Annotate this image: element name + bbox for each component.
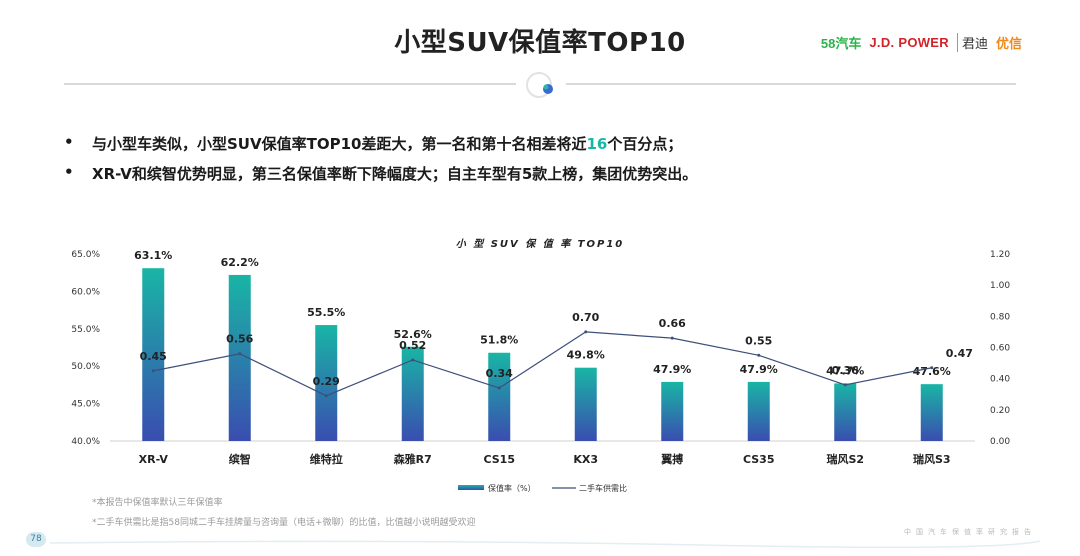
x-tick-label: 瑞风S3: [913, 452, 951, 466]
logo-58-icon: 58汽车: [820, 36, 862, 51]
y-right-tick-label: 0.40: [990, 375, 1010, 385]
bar: [401, 346, 424, 441]
bar: [142, 268, 165, 441]
divider-right: [566, 83, 1016, 85]
line-point: [670, 336, 674, 340]
line-data-label: 0.45: [140, 350, 167, 363]
x-tick-label: 维特拉: [310, 452, 343, 466]
divider-ornament-icon: [526, 72, 553, 98]
footnote-2: *二手车供需比是指58同城二手车挂牌量与咨询量（电话+微聊）的比值，比值越小说明…: [92, 518, 476, 528]
x-tick-label: 森雅R7: [394, 452, 432, 466]
logo-jdpower-cn: 君迪: [956, 33, 988, 52]
bar: [488, 352, 511, 441]
x-tick-label: CS35: [743, 453, 775, 466]
report-name: 中国汽车保值率研究报告: [904, 528, 1036, 536]
logo-youxin-icon: 优信: [995, 36, 1022, 51]
bottom-wave-icon: [49, 540, 1041, 548]
bar-data-label: 63.1%: [134, 249, 172, 262]
x-tick-label: 翼搏: [660, 452, 683, 466]
x-tick-label: CS15: [483, 453, 515, 466]
line-point: [497, 386, 501, 390]
line-point: [584, 330, 588, 334]
y-left-tick-label: 55.0%: [71, 325, 100, 335]
y-left-tick-label: 45.0%: [71, 400, 100, 410]
bar-data-label: 55.5%: [307, 306, 345, 319]
bullet-list: • 与小型车类似，小型SUV保值率TOP10差距大，第一名和第十名相差将近16个…: [64, 133, 697, 193]
y-right-tick-label: 0.80: [990, 312, 1010, 322]
y-left-tick-label: 50.0%: [71, 362, 100, 372]
bar: [920, 384, 943, 441]
bar: [574, 367, 597, 441]
bar-data-label: 47.6%: [913, 365, 951, 378]
bullet-item: • 与小型车类似，小型SUV保值率TOP10差距大，第一名和第十名相差将近16个…: [64, 133, 683, 153]
line-point: [843, 383, 847, 387]
bullet-text: 与小型车类似，小型SUV保值率TOP10差距大，第一名和第十名相差将近16个百分…: [92, 135, 683, 153]
bar: [661, 381, 684, 441]
legend-label-line: 二手车供需比: [579, 483, 627, 493]
page-title: 小型SUV保值率TOP10: [394, 28, 686, 58]
bar-data-label: 52.6%: [394, 328, 432, 341]
y-right-tick-label: 0.20: [990, 406, 1010, 416]
bar-data-label: 47.9%: [653, 363, 691, 376]
line-data-label: 0.47: [946, 347, 973, 360]
bullet-text: XR-V和缤智优势明显，第三名保值率断下降幅度大；自主车型有5款上榜，集团优势突…: [92, 165, 698, 183]
x-tick-label: 缤智: [229, 452, 251, 466]
x-tick-label: KX3: [573, 453, 598, 466]
bar-data-label: 47.7%: [826, 364, 864, 377]
line-point: [151, 369, 155, 373]
chart-title: 小 型 SUV 保 值 率 TOP10: [455, 239, 625, 250]
line-data-label: 0.66: [659, 317, 686, 330]
y-right-tick-label: 0.00: [990, 437, 1010, 447]
line-data-label: 0.70: [572, 311, 599, 324]
bar: [834, 383, 857, 441]
divider-left: [64, 83, 516, 85]
bullet-item: • XR-V和缤智优势明显，第三名保值率断下降幅度大；自主车型有5款上榜，集团优…: [64, 163, 698, 183]
y-right-tick-label: 1.20: [990, 250, 1010, 260]
bar: [228, 274, 251, 441]
bar-data-label: 62.2%: [221, 256, 259, 269]
line-point: [411, 358, 415, 362]
legend-swatch-bar: [458, 485, 484, 490]
line-data-label: 0.29: [313, 375, 340, 388]
partner-logos: 58汽车 J.D. POWER 君迪 优信: [821, 33, 1022, 52]
page-number: 78: [26, 532, 46, 547]
bar-data-label: 47.9%: [740, 363, 778, 376]
line-point: [757, 353, 761, 357]
line-point: [930, 366, 934, 370]
highlight-number: 16: [586, 135, 608, 153]
line-data-label: 0.52: [399, 339, 426, 352]
line-point: [324, 394, 328, 398]
line-data-label: 0.34: [486, 367, 513, 380]
logo-jdpower-icon: J.D. POWER: [869, 35, 949, 50]
line-series: [153, 331, 932, 397]
line-data-label: 0.36: [832, 364, 859, 377]
y-right-tick-label: 0.60: [990, 344, 1010, 354]
y-left-tick-label: 40.0%: [71, 437, 100, 447]
y-right-tick-label: 1.00: [990, 281, 1010, 291]
line-point: [238, 352, 242, 356]
y-left-tick-label: 60.0%: [71, 287, 100, 297]
y-left-tick-label: 65.0%: [71, 250, 100, 260]
line-data-label: 0.55: [745, 334, 772, 347]
bar-data-label: 51.8%: [480, 334, 518, 347]
bar: [747, 381, 770, 441]
bar-data-label: 49.8%: [567, 349, 605, 362]
bar: [315, 325, 338, 441]
x-tick-label: 瑞风S2: [826, 452, 864, 466]
line-data-label: 0.56: [226, 333, 253, 346]
legend-label-bar: 保值率（%）: [488, 483, 536, 493]
footnote-1: *本报告中保值率默认三年保值率: [92, 498, 223, 508]
x-tick-label: XR-V: [139, 453, 169, 466]
